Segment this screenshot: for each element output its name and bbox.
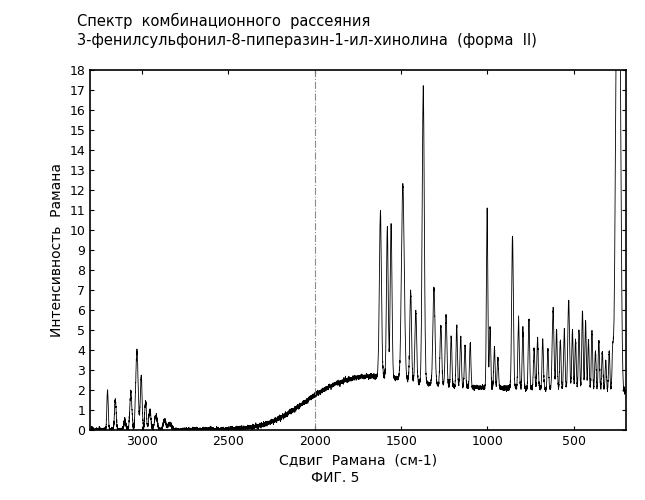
X-axis label: Сдвиг  Рамана  (см-1): Сдвиг Рамана (см-1) (279, 454, 437, 468)
Text: ФИГ. 5: ФИГ. 5 (312, 471, 360, 485)
Text: Спектр  комбинационного  рассеяния: Спектр комбинационного рассеяния (77, 12, 371, 28)
Y-axis label: Интенсивность  Рамана: Интенсивность Рамана (50, 163, 64, 337)
Text: 3-фенилсульфонил-8-пиперазин-1-ил-хинолина  (форма  II): 3-фенилсульфонил-8-пиперазин-1-ил-хиноли… (77, 32, 537, 48)
